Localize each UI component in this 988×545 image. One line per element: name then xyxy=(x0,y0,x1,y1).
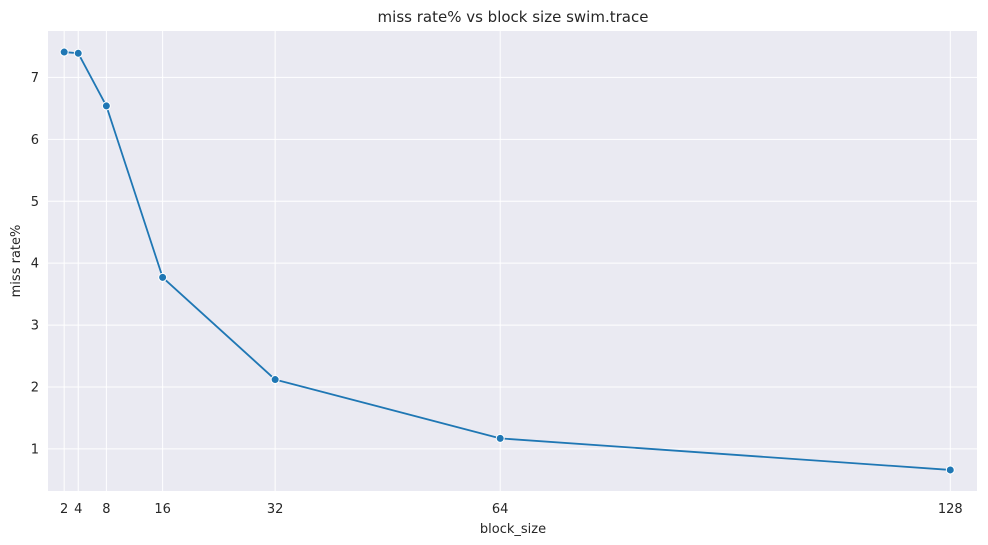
x-tick-label: 32 xyxy=(267,502,284,517)
x-tick-label: 4 xyxy=(74,502,82,517)
chart-title: miss rate% vs block size swim.trace xyxy=(378,8,649,26)
y-tick-label: 4 xyxy=(31,257,39,272)
x-axis-ticks: 2 4 8 16 32 64 128 xyxy=(60,502,963,517)
data-point xyxy=(59,47,69,57)
y-axis-label: miss rate% xyxy=(9,225,24,298)
data-point xyxy=(495,433,505,443)
x-tick-label: 2 xyxy=(60,502,68,517)
y-tick-label: 5 xyxy=(31,195,39,210)
y-axis-ticks: 1 2 3 4 5 6 7 xyxy=(31,71,39,457)
data-point xyxy=(270,375,280,385)
series-layer xyxy=(59,47,955,475)
x-tick-label: 8 xyxy=(102,502,110,517)
grid-lines xyxy=(48,31,977,491)
y-tick-label: 1 xyxy=(31,442,39,457)
y-tick-label: 3 xyxy=(31,319,39,334)
x-tick-label: 64 xyxy=(492,502,509,517)
y-tick-label: 2 xyxy=(31,380,39,395)
y-tick-label: 6 xyxy=(31,133,39,148)
data-point xyxy=(73,48,83,58)
x-axis-label: block_size xyxy=(480,522,546,537)
data-point xyxy=(101,101,111,111)
x-tick-label: 16 xyxy=(154,502,171,517)
y-tick-label: 7 xyxy=(31,71,39,86)
data-point xyxy=(945,465,955,475)
x-tick-label: 128 xyxy=(938,502,963,517)
data-point xyxy=(158,272,168,282)
plot-area xyxy=(48,31,977,491)
